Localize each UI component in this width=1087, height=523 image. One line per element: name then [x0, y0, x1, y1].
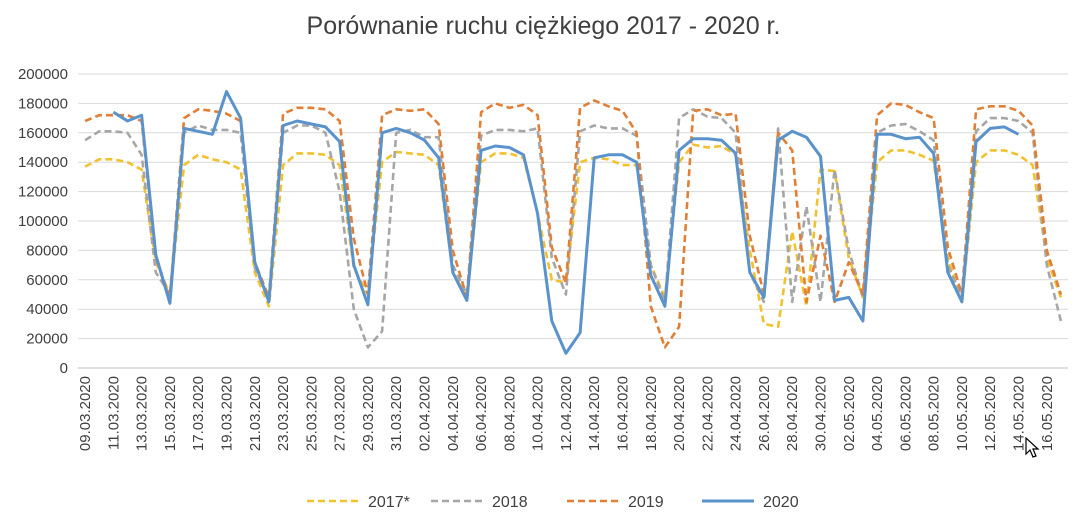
x-tick-label: 09.03.2020 [77, 376, 94, 451]
x-tick-label: 29.03.2020 [360, 376, 377, 451]
y-tick-label: 160000 [18, 125, 68, 142]
x-tick-label: 08.04.2020 [501, 376, 518, 451]
x-tick-label: 10.05.2020 [954, 376, 971, 451]
x-tick-label: 27.03.2020 [332, 376, 349, 451]
x-tick-label: 12.04.2020 [558, 376, 575, 451]
x-tick-label: 14.05.2020 [1011, 376, 1028, 451]
x-tick-label: 04.05.2020 [869, 376, 886, 451]
x-axis: 09.03.2020 11.03.2020 13.03.2020 15.03.2020… [77, 376, 1056, 451]
x-tick-label: 31.03.2020 [388, 376, 405, 451]
series-line-2018 [84, 108, 1063, 349]
x-tick-label: 02.05.2020 [841, 376, 858, 451]
x-tick-label: 21.03.2020 [247, 376, 264, 451]
x-tick-label: 12.05.2020 [982, 376, 999, 451]
x-tick-label: 13.03.2020 [134, 376, 151, 451]
x-tick-label: 02.04.2020 [417, 376, 434, 451]
y-tick-label: 140000 [18, 154, 68, 171]
y-tick-label: 20000 [26, 331, 68, 348]
x-tick-label: 04.04.2020 [445, 376, 462, 451]
series-line-2017 [84, 143, 1063, 329]
y-tick-label: 200000 [18, 66, 68, 83]
y-axis: 0 20000 40000 60000 80000 100000 120000 140000 1… [18, 66, 68, 377]
y-tick-label: 120000 [18, 184, 68, 201]
x-tick-label: 20.04.2020 [671, 376, 688, 451]
x-tick-label: 08.05.2020 [926, 376, 943, 451]
legend-label: 2020 [763, 494, 799, 511]
x-tick-label: 24.04.2020 [728, 376, 745, 451]
y-tick-label: 100000 [18, 213, 68, 230]
legend-label: 2019 [628, 494, 664, 511]
chart-title: Porównanie ruchu ciężkiego 2017 - 2020 r… [306, 12, 781, 40]
y-tick-label: 60000 [26, 272, 68, 289]
y-tick-label: 0 [60, 360, 68, 377]
x-tick-label: 16.04.2020 [615, 376, 632, 451]
x-tick-label: 23.03.2020 [275, 376, 292, 451]
x-tick-label: 06.04.2020 [473, 376, 490, 451]
x-tick-label: 06.05.2020 [897, 376, 914, 451]
x-tick-label: 19.03.2020 [219, 376, 236, 451]
mouse-cursor-icon [1025, 437, 1040, 458]
x-tick-label: 11.03.2020 [105, 376, 122, 450]
legend-label: 2018 [492, 494, 528, 511]
y-tick-label: 80000 [26, 242, 68, 259]
y-tick-label: 40000 [26, 301, 68, 318]
x-tick-label: 14.04.2020 [586, 376, 603, 451]
x-tick-label: 15.03.2020 [162, 376, 179, 451]
x-tick-label: 10.04.2020 [530, 376, 547, 451]
legend: 2017* 2018 2019 2020 [307, 494, 799, 511]
x-tick-label: 30.04.2020 [813, 376, 830, 451]
x-tick-label: 26.04.2020 [756, 376, 773, 451]
x-tick-label: 17.03.2020 [190, 376, 207, 451]
x-tick-label: 28.04.2020 [784, 376, 801, 451]
x-tick-label: 16.05.2020 [1039, 376, 1056, 451]
x-tick-label: 25.03.2020 [303, 376, 320, 451]
series-lines [84, 90, 1063, 355]
x-tick-label: 18.04.2020 [643, 376, 660, 451]
series-line-2020 [112, 90, 1020, 355]
legend-label: 2017* [368, 494, 410, 511]
y-tick-label: 180000 [18, 95, 68, 112]
x-tick-label: 22.04.2020 [699, 376, 716, 451]
